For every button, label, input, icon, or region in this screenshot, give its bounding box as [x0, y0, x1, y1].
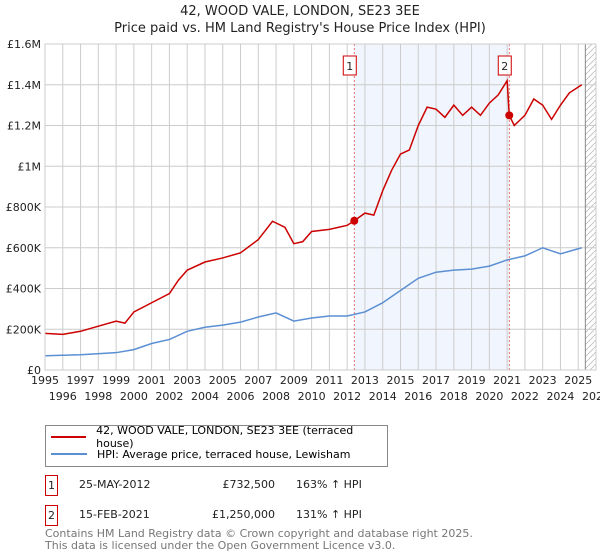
- x-tick-label: 2022: [511, 390, 539, 403]
- x-tick-label: 1996: [49, 390, 77, 403]
- x-tick-label: 1995: [31, 374, 59, 387]
- x-tick-label: 2005: [209, 374, 237, 387]
- legend-label-property: 42, WOOD VALE, LONDON, SE23 3EE (terrace…: [96, 424, 354, 450]
- legend-red-line: [51, 436, 87, 438]
- x-tick-label: 2015: [386, 374, 414, 387]
- x-tick-label: 2008: [262, 390, 290, 403]
- y-tick-label: £200K: [6, 323, 42, 336]
- chart-subtitle: Price paid vs. HM Land Registry's House …: [114, 21, 486, 36]
- footer: Contains HM Land Registry data © Crown c…: [45, 528, 473, 552]
- transaction-badge: 1: [45, 475, 58, 496]
- x-tick-label: 2026: [582, 390, 600, 403]
- x-tick-label: 2004: [191, 390, 219, 403]
- x-tick-label: 2006: [227, 390, 255, 403]
- plot-frame: [44, 43, 597, 371]
- x-tick-label: 2002: [155, 390, 183, 403]
- x-tick-label: 2014: [369, 390, 397, 403]
- y-tick-label: £800K: [6, 201, 42, 214]
- x-tick-label: 2012: [333, 390, 361, 403]
- transaction-price: £1,250,000: [212, 508, 275, 521]
- footer-line-2: This data is licensed under the Open Gov…: [45, 539, 396, 552]
- x-tick-label: 2016: [404, 390, 432, 403]
- x-tick-label: 2013: [351, 374, 379, 387]
- legend-blue-line: [51, 453, 87, 455]
- series-line: [44, 246, 582, 357]
- sale-label-box: [342, 55, 357, 76]
- x-tick-label: 2020: [475, 390, 503, 403]
- transaction-badge: 2: [45, 505, 58, 526]
- transaction-date: 15-FEB-2021: [79, 508, 150, 521]
- x-tick-label: 2007: [244, 374, 272, 387]
- x-tick-label: 2017: [422, 374, 450, 387]
- transaction-date: 25-MAY-2012: [79, 478, 151, 491]
- x-tick-label: 2011: [315, 374, 343, 387]
- transaction-hpi: 163% ↑ HPI: [296, 478, 362, 491]
- transaction-hpi: 131% ↑ HPI: [296, 508, 362, 521]
- y-tick-label: £1M: [18, 160, 42, 173]
- x-tick-label: 2018: [440, 390, 468, 403]
- x-tick-label: 2024: [546, 390, 574, 403]
- x-tick-label: 1998: [84, 390, 112, 403]
- y-tick-label: £0: [27, 364, 41, 377]
- x-tick-label: 2001: [138, 374, 166, 387]
- x-tick-label: 1999: [102, 374, 130, 387]
- x-tick-label: 2025: [564, 374, 592, 387]
- sale-label-box: [497, 55, 512, 76]
- y-tick-label: £1.6M: [7, 38, 41, 51]
- y-tick-label: £600K: [6, 242, 42, 255]
- price-chart: 1995 1996 1997 1998 1999 2000 2001 2002 2003 2004…: [6, 38, 600, 403]
- chart-title: 42, WOOD VALE, LONDON, SE23 3EE: [180, 4, 420, 19]
- y-tick-label: £400K: [6, 283, 42, 296]
- sale-label: 2: [501, 60, 508, 73]
- x-tick-label: 2009: [280, 374, 308, 387]
- x-tick-label: 2003: [173, 374, 201, 387]
- x-tick-label: 2010: [298, 390, 326, 403]
- legend: 42, WOOD VALE, LONDON, SE23 3EE (terrace…: [45, 424, 388, 467]
- x-tick-label: 2021: [493, 374, 521, 387]
- x-tick-label: 2000: [120, 390, 148, 403]
- sale-point: [350, 216, 359, 225]
- legend-label-hpi: HPI: Average price, terraced house, Lewi…: [97, 447, 351, 461]
- y-tick-label: £1.2M: [7, 120, 41, 133]
- sale-label: 1: [346, 60, 353, 73]
- transaction-price: £732,500: [222, 478, 276, 491]
- footer-line-1: Contains HM Land Registry data © Crown c…: [45, 527, 473, 540]
- x-tick-label: 1997: [67, 374, 95, 387]
- y-tick-label: £1.4M: [7, 79, 41, 92]
- x-tick-label: 2023: [529, 374, 557, 387]
- x-tick-label: 2019: [458, 374, 486, 387]
- sale-point: [505, 111, 514, 120]
